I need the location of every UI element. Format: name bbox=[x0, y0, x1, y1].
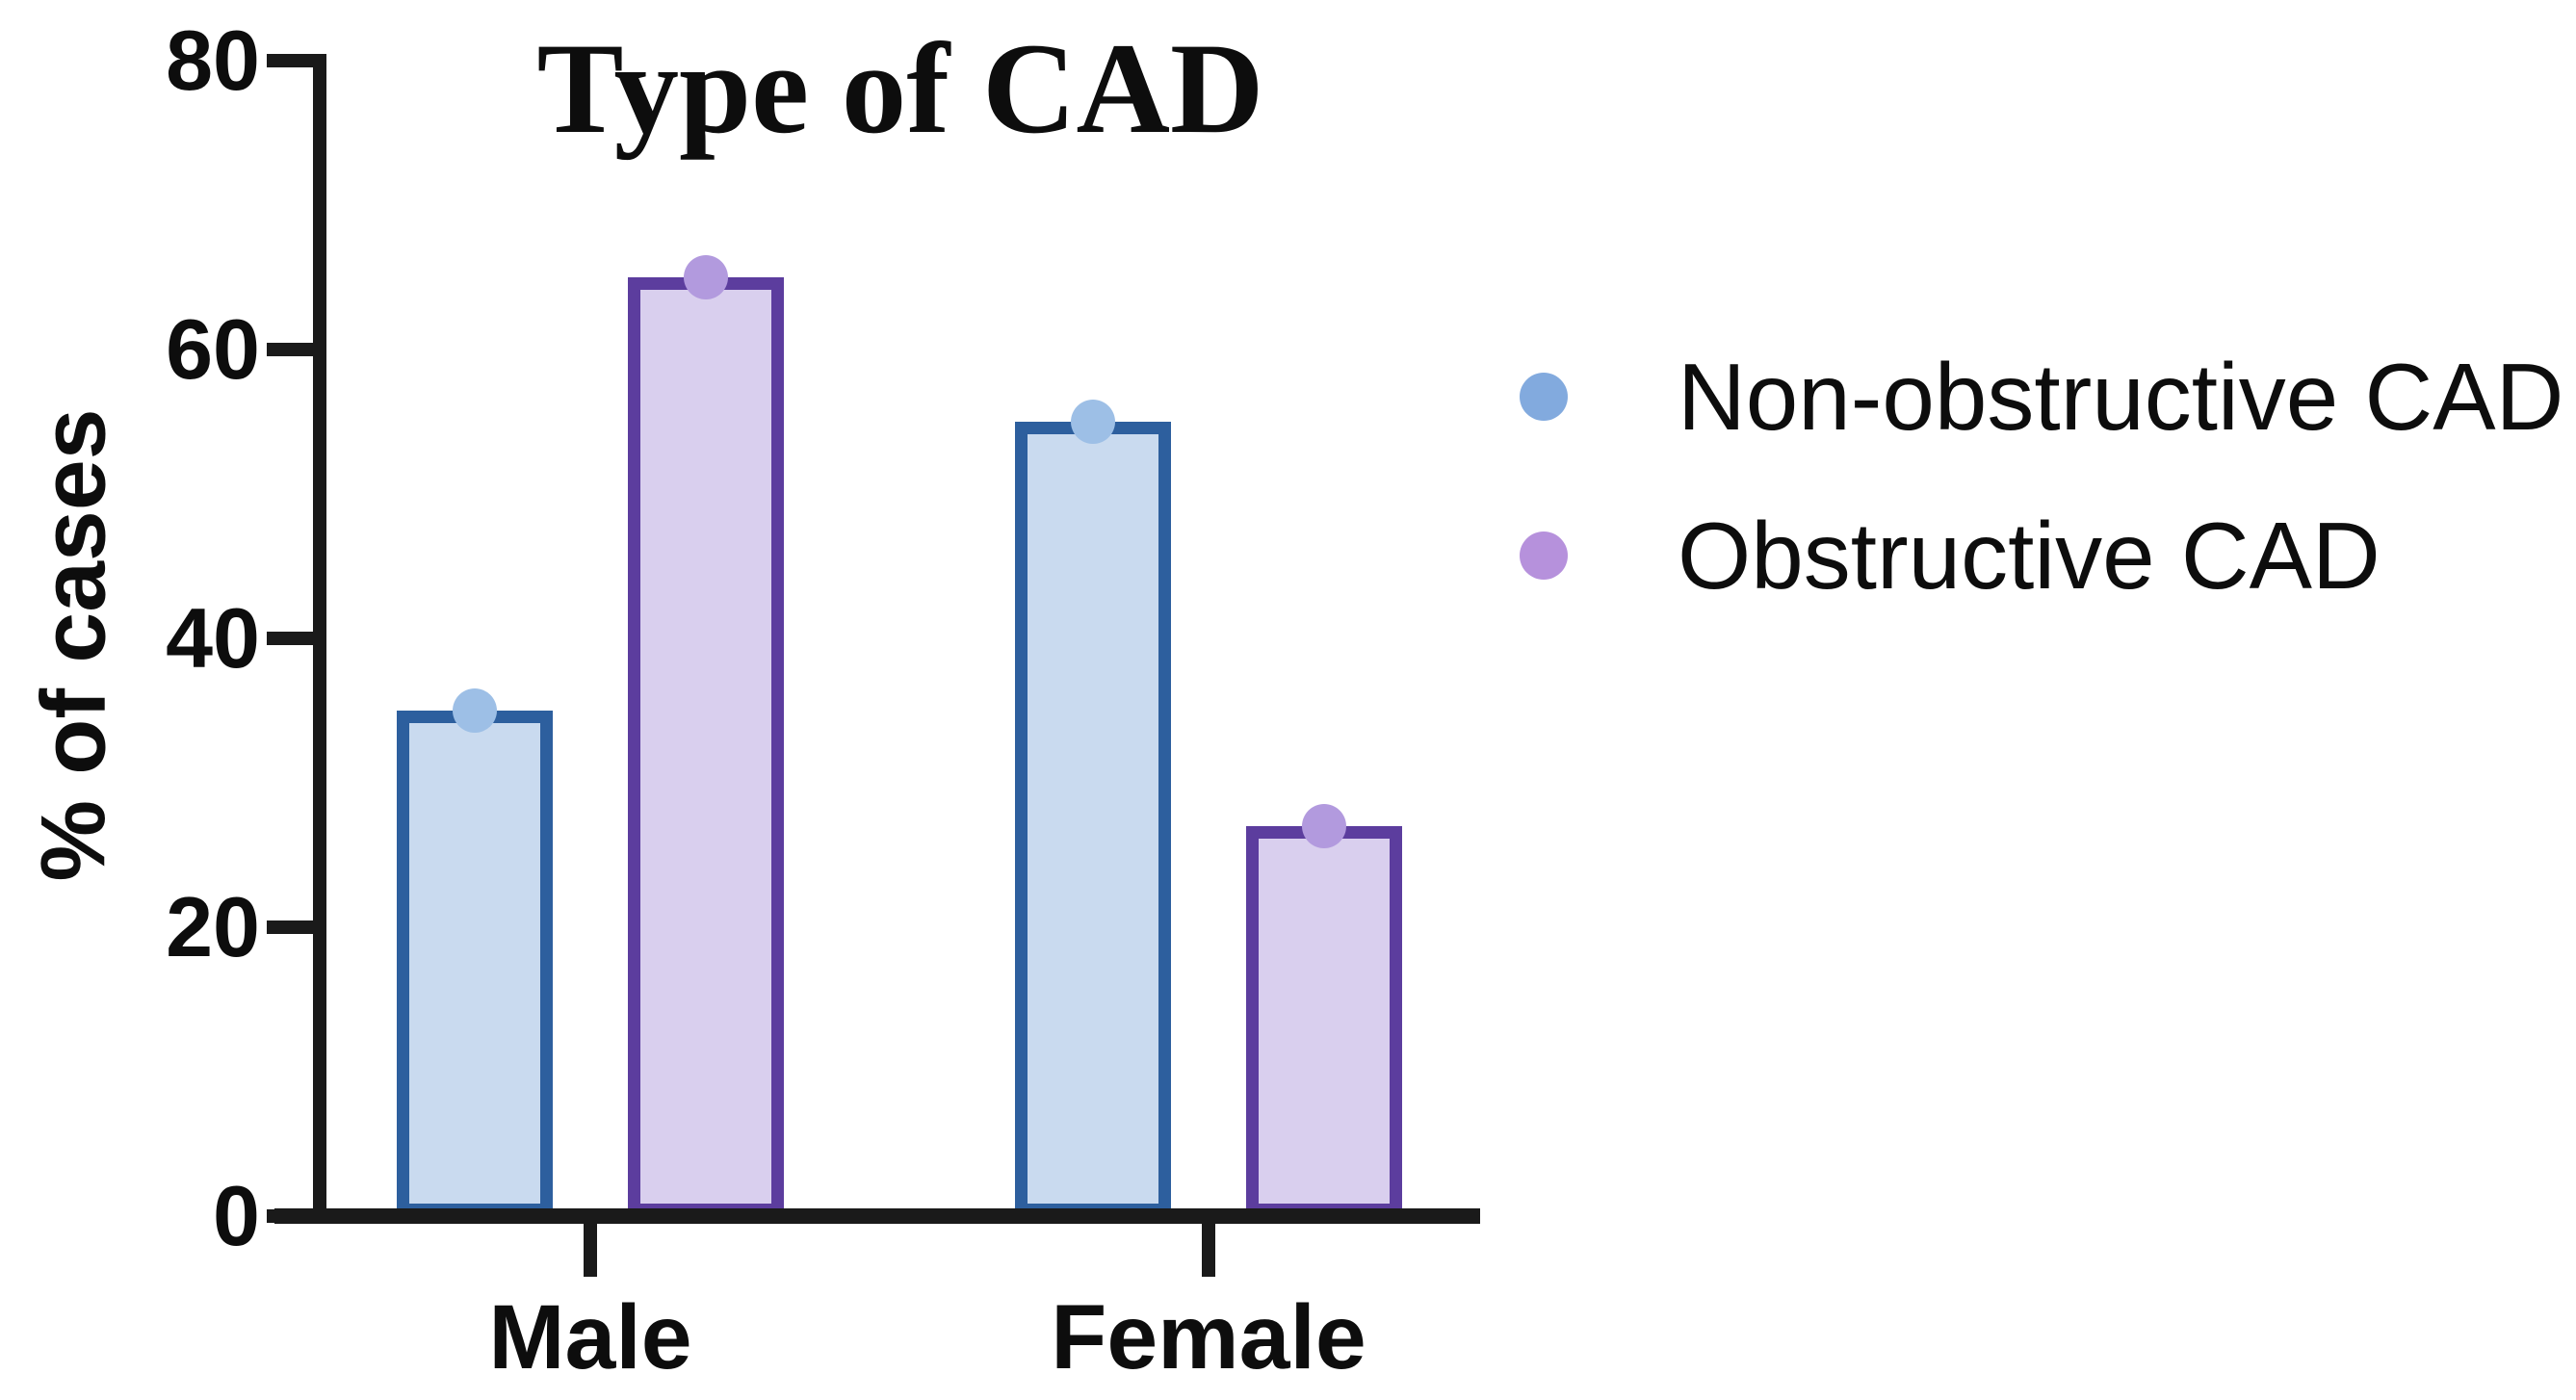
y-tick-mark bbox=[267, 1209, 313, 1223]
legend-label-non-obstructive: Non-obstructive CAD bbox=[1678, 344, 2564, 450]
x-axis-line bbox=[274, 1208, 1480, 1224]
bar-top-marker-icon bbox=[1071, 400, 1115, 444]
bar-male-non-obstructive bbox=[397, 711, 553, 1216]
y-tick-label: 60 bbox=[166, 301, 260, 397]
y-axis-line bbox=[313, 54, 326, 1224]
legend-item-obstructive: Obstructive CAD bbox=[1520, 498, 2381, 613]
y-tick-mark bbox=[267, 920, 313, 934]
chart-title: Type of CAD bbox=[536, 17, 1264, 161]
legend-label-obstructive: Obstructive CAD bbox=[1678, 503, 2381, 609]
x-tick-mark bbox=[584, 1224, 597, 1277]
y-tick-mark bbox=[267, 54, 313, 67]
y-tick-label: 20 bbox=[166, 879, 260, 974]
bar-female-obstructive bbox=[1246, 826, 1402, 1216]
bar-top-marker-icon bbox=[453, 688, 497, 733]
x-tick-mark bbox=[1202, 1224, 1215, 1277]
bar-female-non-obstructive bbox=[1015, 422, 1171, 1216]
y-tick-mark bbox=[267, 632, 313, 645]
y-tick-mark bbox=[267, 343, 313, 356]
bar-top-marker-icon bbox=[684, 255, 728, 299]
y-tick-label: 40 bbox=[166, 590, 260, 686]
category-label-female: Female bbox=[1051, 1286, 1366, 1388]
legend-dot-non-obstructive-icon bbox=[1520, 373, 1568, 421]
bar-top-marker-icon bbox=[1302, 804, 1346, 848]
y-tick-label: 0 bbox=[213, 1168, 260, 1263]
category-label-male: Male bbox=[488, 1286, 692, 1388]
bar-male-obstructive bbox=[628, 277, 784, 1216]
legend-dot-obstructive-icon bbox=[1520, 531, 1568, 580]
y-tick-label: 80 bbox=[166, 13, 260, 108]
legend-item-non-obstructive: Non-obstructive CAD bbox=[1520, 339, 2563, 454]
